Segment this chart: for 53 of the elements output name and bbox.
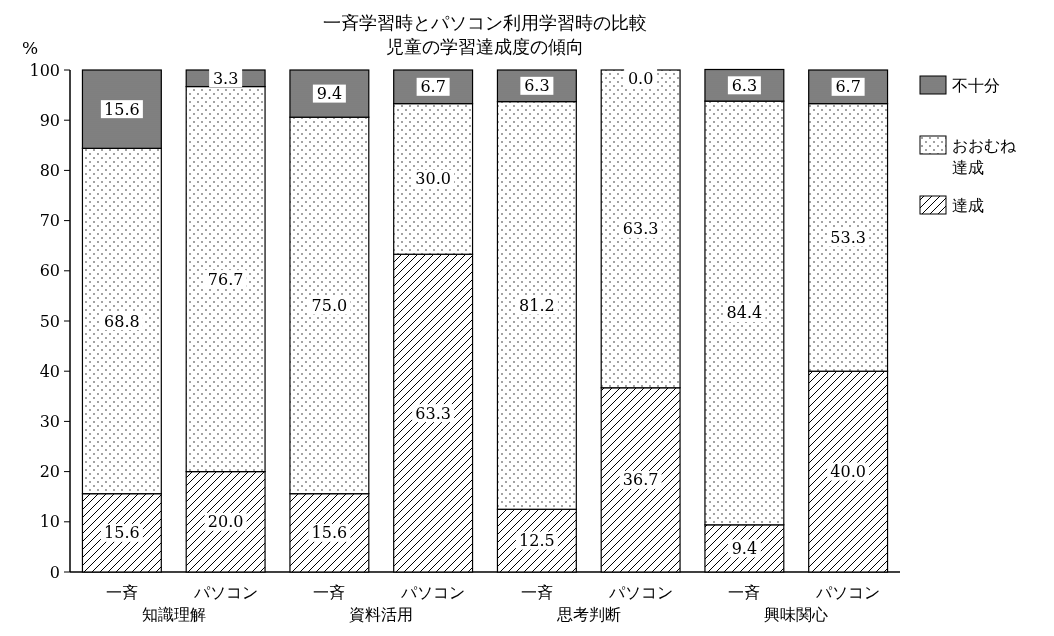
data-label: 81.2	[519, 295, 555, 315]
text: 興味関心	[764, 604, 829, 624]
data-label: 12.5	[519, 531, 555, 551]
y-tick-label: 0	[49, 562, 60, 582]
text: 資料活用	[349, 604, 414, 624]
x-tick-label: パソコン	[815, 582, 881, 602]
data-label: 15.6	[104, 99, 140, 119]
data-label: 6.7	[835, 77, 861, 97]
y-tick-label: 50	[39, 311, 60, 331]
y-tick-label: 20	[39, 462, 60, 482]
y-tick-label: 60	[39, 261, 60, 281]
data-label: 53.3	[830, 227, 866, 247]
data-label: 9.4	[731, 538, 758, 558]
x-tick-label: パソコン	[400, 582, 466, 602]
data-label: 20.0	[207, 512, 244, 532]
data-label: 63.3	[415, 403, 451, 423]
data-label: 6.7	[420, 77, 446, 97]
x-tick-label: 一斉	[728, 582, 761, 602]
data-label: 63.3	[622, 219, 659, 239]
data-label: 30.0	[415, 169, 451, 189]
y-tick-label: 80	[39, 160, 60, 180]
text: 知識理解	[141, 604, 206, 624]
chart-title: 一斉学習時とパソコン利用学習時の比較	[323, 11, 647, 33]
chart-subtitle: 児童の学習達成度の傾向	[386, 35, 584, 57]
data-label: 6.3	[524, 76, 550, 96]
x-tick-label: パソコン	[192, 582, 258, 602]
x-tick-label: パソコン	[607, 582, 673, 602]
x-tick-label: 一斉	[520, 582, 553, 602]
data-label: 0.0	[627, 68, 654, 88]
legend-label: 不十分	[952, 75, 1000, 95]
data-label: 84.4	[726, 303, 763, 323]
data-label: 15.6	[311, 523, 348, 543]
data-label: 36.7	[622, 470, 659, 490]
x-tick-label: 一斉	[105, 582, 138, 602]
y-tick-label: 40	[39, 361, 60, 381]
y-tick-label: 100	[29, 60, 60, 80]
data-label: 6.3	[731, 75, 758, 95]
y-axis-title: %	[21, 38, 39, 58]
y-tick-label: 70	[39, 211, 60, 231]
legend-label: 達成	[952, 195, 984, 215]
data-label: 3.3	[212, 68, 239, 88]
data-label: 15.6	[104, 523, 140, 543]
data-label: 76.7	[207, 269, 244, 289]
legend-label: おおむね達成	[952, 135, 1017, 177]
data-label: 9.4	[316, 84, 343, 104]
data-label: 75.0	[311, 295, 348, 315]
y-tick-label: 90	[39, 110, 60, 130]
text: 思考判断	[555, 604, 621, 624]
data-label: 40.0	[830, 462, 866, 482]
y-tick-label: 30	[39, 411, 60, 431]
data-label: 68.8	[104, 311, 140, 331]
y-tick-label: 10	[39, 512, 60, 532]
x-tick-label: 一斉	[313, 582, 346, 602]
